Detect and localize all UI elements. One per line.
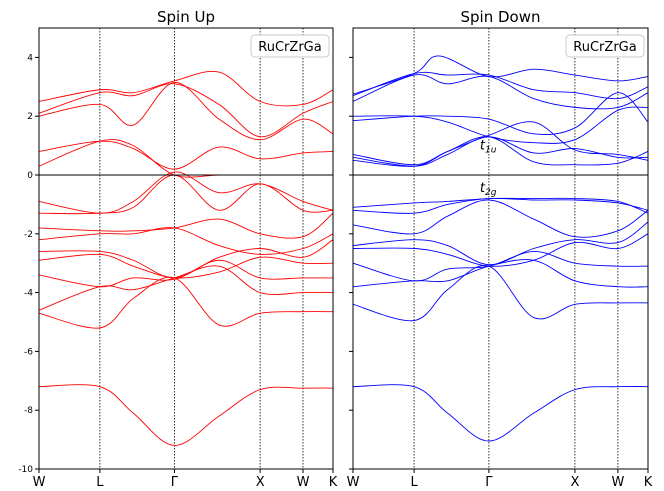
- band-line: [352, 74, 649, 110]
- x-tick-label: Γ: [171, 475, 179, 490]
- band-line: [38, 239, 334, 279]
- band-line: [38, 212, 334, 239]
- band-line: [38, 81, 334, 141]
- band-line: [38, 70, 334, 107]
- y-tick-label: 0: [27, 171, 33, 181]
- band-line: [352, 199, 649, 238]
- annotation-subscript: 2g: [485, 188, 497, 198]
- y-tick-label: -6: [24, 347, 33, 357]
- band-line: [352, 264, 649, 322]
- band-line: [352, 384, 649, 442]
- legend-label: RuCrZrGa: [573, 40, 636, 55]
- x-tick-label: W: [33, 475, 46, 490]
- axes-frame: [352, 27, 649, 470]
- band-line: [352, 92, 649, 135]
- band-line: [38, 174, 334, 215]
- legend-box: [565, 34, 645, 58]
- band-line: [352, 221, 649, 266]
- band-line: [352, 55, 649, 95]
- x-tick-label: L: [96, 475, 104, 490]
- spin-up-panel: W L Γ X W K -10 -8 -6 -4 -2 0 2 4 Spin Up RuCrZrGa: [18, 8, 337, 490]
- x-tick-label: Γ: [485, 475, 493, 490]
- band-line: [38, 265, 333, 311]
- band-line: [38, 227, 334, 255]
- axes-frame: [38, 27, 334, 470]
- band-line: [38, 171, 334, 214]
- band-line: [352, 121, 649, 167]
- x-tick-label: W: [347, 475, 360, 490]
- panel-title: Spin Up: [157, 8, 215, 26]
- x-tick-label: K: [329, 475, 338, 490]
- y-tick-label: -8: [24, 406, 33, 416]
- band-line: [38, 139, 333, 178]
- legend-box: [250, 34, 330, 58]
- annotation-label: t1u: [480, 139, 497, 156]
- x-tick-label: L: [410, 475, 418, 490]
- band-line: [38, 384, 334, 446]
- panel-title: Spin Down: [461, 8, 541, 26]
- annotation-label: t2g: [480, 181, 497, 198]
- y-tick-label: 4: [27, 53, 33, 63]
- band-line: [352, 250, 649, 282]
- band-line: [352, 197, 649, 214]
- band-line: [352, 197, 649, 214]
- annotation-main: t: [480, 139, 486, 154]
- annotation-subscript: 1u: [485, 146, 497, 156]
- y-tick-label: -4: [24, 289, 33, 299]
- legend-label: RuCrZrGa: [258, 40, 321, 55]
- x-tick-label: W: [611, 475, 624, 490]
- band-line: [38, 276, 334, 329]
- x-tick-label: K: [644, 475, 653, 490]
- band-line: [38, 83, 334, 138]
- band-line: [38, 140, 334, 170]
- annotation-main: t: [480, 181, 486, 196]
- x-tick-label: X: [570, 475, 579, 490]
- x-tick-label: W: [297, 475, 310, 490]
- y-tick-label: -2: [24, 230, 33, 240]
- band-line: [352, 106, 649, 144]
- band-line: [352, 136, 649, 166]
- y-tick-label: -10: [18, 465, 33, 475]
- band-line: [352, 259, 649, 288]
- band-line: [38, 253, 334, 279]
- x-tick-label: X: [256, 475, 265, 490]
- band-line: [352, 233, 649, 267]
- y-tick-label: 2: [27, 112, 33, 122]
